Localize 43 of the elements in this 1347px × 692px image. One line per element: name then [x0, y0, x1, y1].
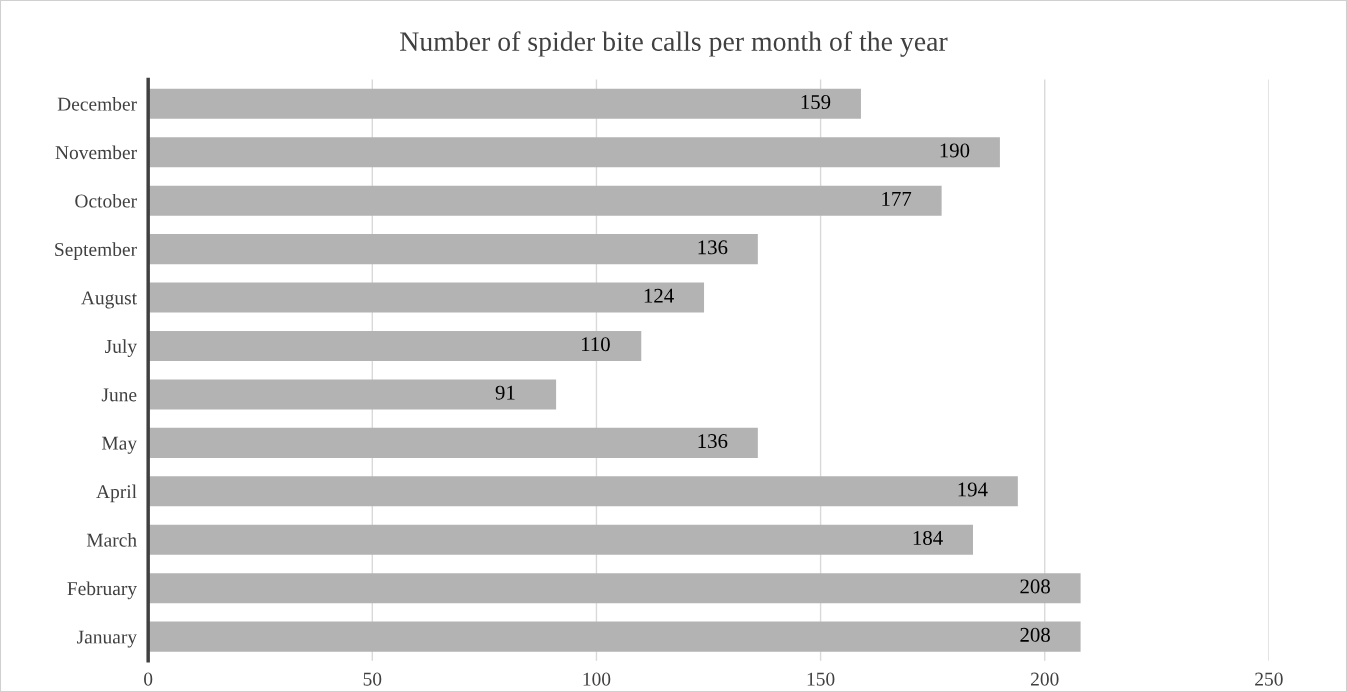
data-label: 190 [940, 143, 970, 158]
data-label: 194 [958, 482, 988, 497]
data-label: 208 [1020, 627, 1050, 642]
y-tick-label: March [86, 533, 137, 547]
data-label: 136 [698, 240, 728, 255]
bar [148, 379, 557, 410]
bar [148, 573, 1081, 604]
y-tick-label: January [76, 630, 137, 648]
bar [148, 88, 861, 119]
x-tick-label: 100 [583, 672, 611, 686]
bar [148, 330, 642, 362]
y-tick-label: April [96, 484, 137, 503]
bar [148, 234, 758, 265]
y-tick-label: November [55, 145, 137, 160]
bar [148, 427, 758, 458]
bar [148, 185, 942, 216]
y-tick-label: February [67, 581, 137, 600]
y-tick-label: August [81, 291, 137, 309]
x-tick-label: 200 [1031, 672, 1059, 686]
y-tick-label: December [57, 97, 137, 111]
data-label: 184 [913, 530, 943, 545]
bar [148, 621, 1081, 652]
data-label: 208 [1020, 579, 1050, 594]
data-label: 159 [801, 95, 831, 110]
x-tick-label: 250 [1255, 672, 1283, 686]
bar [148, 137, 1000, 168]
y-tick-label: July [105, 339, 137, 357]
x-tick-label: 50 [363, 672, 382, 686]
chart-title: Number of spider bite calls per month of the year [400, 31, 948, 57]
y-tick-label: May [101, 436, 137, 454]
y-tick-label: September [55, 242, 137, 261]
bar [148, 282, 705, 313]
data-label: 110 [582, 337, 610, 352]
data-label: 91 [495, 385, 515, 400]
x-tick-label: 0 [144, 672, 153, 686]
x-tick-label: 150 [807, 672, 835, 686]
y-tick-label: October [75, 193, 137, 208]
data-label: 177 [882, 191, 912, 206]
data-label: 124 [644, 288, 674, 303]
bar [148, 524, 974, 555]
y-tick-label: June [101, 388, 137, 402]
data-label: 136 [698, 434, 728, 449]
bar [148, 476, 1018, 507]
